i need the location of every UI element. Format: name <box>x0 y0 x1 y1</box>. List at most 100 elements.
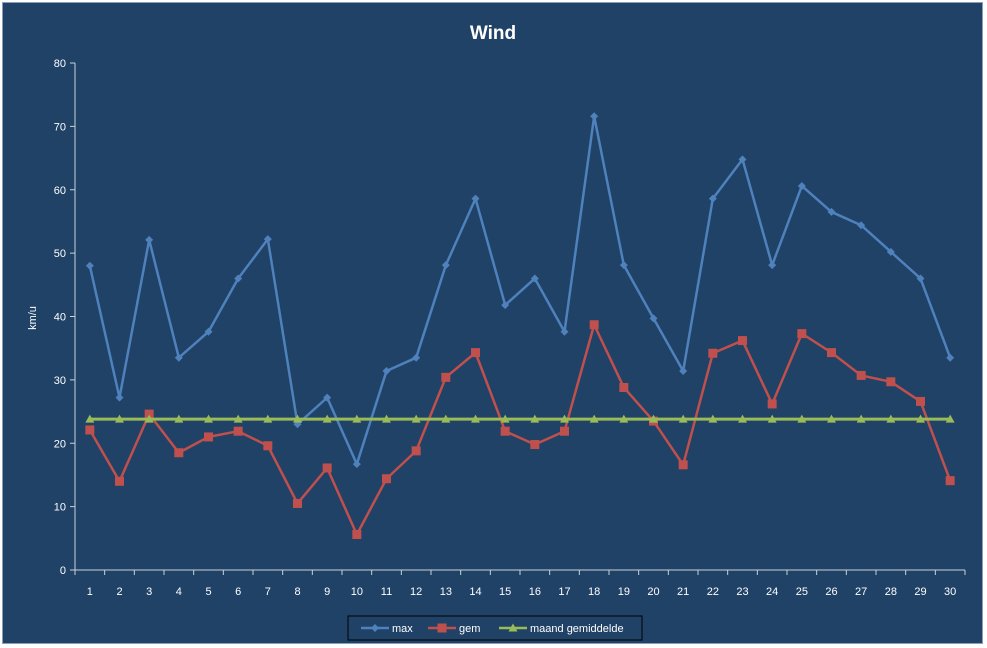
data-point-max <box>946 353 955 362</box>
data-point-maand-gemiddelde <box>500 414 510 423</box>
data-point-max <box>738 155 747 164</box>
x-tick-label: 6 <box>235 586 241 598</box>
data-point-gem <box>945 476 955 486</box>
legend-label-gem: gem <box>459 623 480 635</box>
data-point-gem <box>886 377 896 387</box>
data-point-max <box>471 194 480 203</box>
data-point-gem <box>471 348 480 358</box>
data-point-maand-gemiddelde <box>233 414 243 423</box>
data-point-max <box>590 112 599 121</box>
data-point-gem <box>530 440 540 450</box>
legend-marker-gem <box>437 623 447 633</box>
data-point-gem <box>500 426 510 436</box>
series-maand-gemiddelde <box>85 414 955 423</box>
data-point-maand-gemiddelde <box>174 414 184 423</box>
data-point-maand-gemiddelde <box>293 414 302 423</box>
data-point-maand-gemiddelde <box>144 414 154 423</box>
data-point-max <box>382 367 391 376</box>
data-point-max <box>827 207 836 216</box>
data-point-maand-gemiddelde <box>856 414 866 423</box>
series-line-gem <box>88 323 952 536</box>
series-gem <box>85 320 955 540</box>
x-tick-label: 9 <box>324 586 330 598</box>
data-point-gem <box>204 432 213 442</box>
data-point-maand-gemiddelde <box>382 414 391 423</box>
x-tick-label: 11 <box>381 586 392 598</box>
data-point-maand-gemiddelde <box>589 414 599 423</box>
y-tick-label: 60 <box>54 185 66 197</box>
data-point-gem <box>441 372 451 382</box>
y-tick-label: 50 <box>54 248 66 260</box>
x-tick-label: 16 <box>529 586 541 598</box>
data-point-max <box>679 367 688 376</box>
data-point-max <box>530 274 539 283</box>
series-line-max <box>88 114 952 466</box>
data-point-max <box>85 261 94 270</box>
x-tick-label: 23 <box>736 586 748 598</box>
data-point-max <box>263 235 272 244</box>
data-point-maand-gemiddelde <box>441 414 451 423</box>
x-tick-label: 7 <box>265 586 271 598</box>
data-point-maand-gemiddelde <box>827 414 836 423</box>
data-point-max <box>234 274 243 283</box>
data-point-gem <box>263 441 273 451</box>
data-point-gem <box>827 348 836 358</box>
y-tick-label: 20 <box>54 438 66 450</box>
x-tick-label: 19 <box>618 586 630 598</box>
data-point-maand-gemiddelde <box>530 414 540 423</box>
data-point-max <box>797 181 806 190</box>
data-point-max <box>886 247 895 256</box>
data-point-gem <box>293 498 302 508</box>
data-point-maand-gemiddelde <box>619 414 629 423</box>
data-point-maand-gemiddelde <box>204 414 213 423</box>
x-tick-label: 15 <box>499 586 511 598</box>
data-point-gem <box>560 426 569 436</box>
data-point-maand-gemiddelde <box>738 414 747 423</box>
data-point-gem <box>382 474 391 484</box>
data-point-maand-gemiddelde <box>471 414 480 423</box>
data-point-maand-gemiddelde <box>649 414 658 423</box>
data-point-max <box>412 353 421 362</box>
data-point-maand-gemiddelde <box>560 414 569 423</box>
legend-label-max: max <box>392 623 413 635</box>
y-tick-label: 30 <box>54 375 66 387</box>
data-point-gem <box>797 329 807 339</box>
data-point-gem <box>411 446 421 456</box>
x-tick-label: 12 <box>410 586 422 598</box>
x-tick-label: 25 <box>796 586 808 598</box>
legend-label-maand-gemiddelde: maand gemiddelde <box>530 623 624 635</box>
data-point-max <box>649 314 658 323</box>
y-tick-label: 10 <box>54 502 66 514</box>
y-tick-label: 80 <box>54 58 66 70</box>
data-point-gem <box>115 476 124 486</box>
data-point-max <box>145 235 154 244</box>
data-point-max <box>916 274 925 283</box>
x-tick-label: 28 <box>885 586 897 598</box>
x-tick-label: 29 <box>914 586 926 598</box>
data-point-gem <box>678 460 688 470</box>
data-point-gem <box>233 426 243 436</box>
data-point-maand-gemiddelde <box>797 414 807 423</box>
x-tick-label: 1 <box>87 586 93 598</box>
x-tick-label: 13 <box>440 586 452 598</box>
data-point-maand-gemiddelde <box>352 414 362 423</box>
legend-box <box>347 615 643 641</box>
data-point-gem <box>85 425 95 435</box>
y-axis-label: km/u <box>27 306 39 330</box>
data-point-maand-gemiddelde <box>85 414 95 423</box>
series-max <box>85 112 955 469</box>
data-point-maand-gemiddelde <box>767 414 777 423</box>
data-point-maand-gemiddelde <box>263 414 273 423</box>
data-point-maand-gemiddelde <box>411 414 421 423</box>
x-tick-label: 8 <box>294 586 300 598</box>
data-point-max <box>115 393 124 402</box>
x-tick-label: 27 <box>855 586 867 598</box>
data-point-max <box>174 353 183 362</box>
data-point-gem <box>916 396 925 406</box>
chart-title: Wind <box>470 23 516 44</box>
x-tick-label: 2 <box>116 586 122 598</box>
data-point-maand-gemiddelde <box>678 414 688 423</box>
data-point-gem <box>589 320 599 330</box>
